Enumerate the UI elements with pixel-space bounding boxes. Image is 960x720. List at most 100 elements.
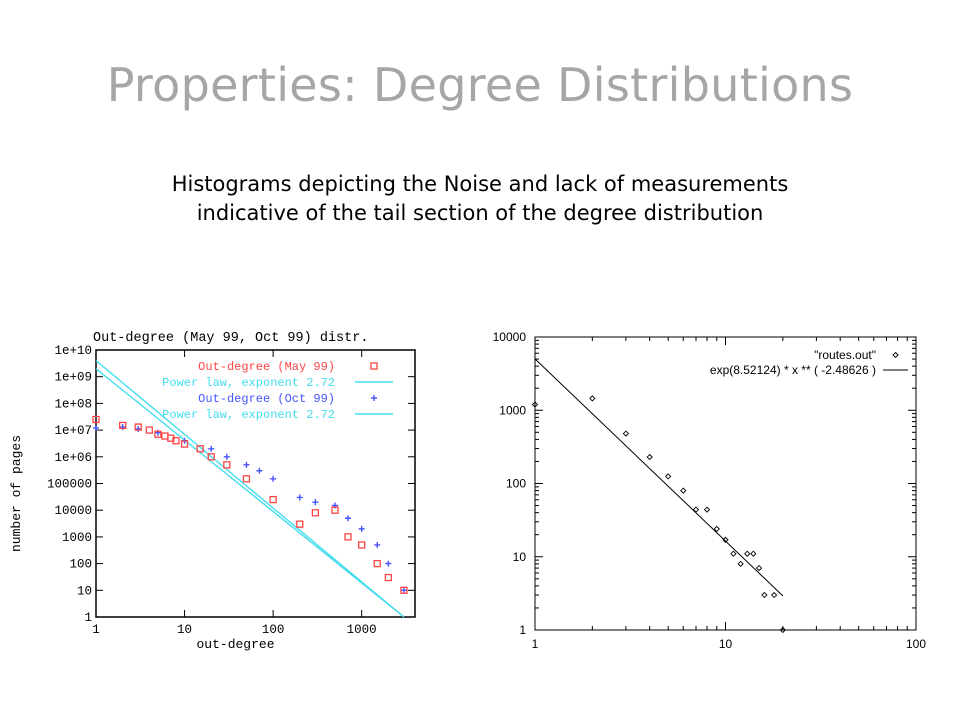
may-99-point	[331, 506, 339, 514]
y-tick-label: 1e+06	[54, 451, 92, 465]
y-axis-label: number of pages	[9, 435, 24, 552]
legend-label: Power law, exponent 2.72	[162, 376, 335, 390]
power-law-line	[95, 360, 405, 618]
y-tick-label: 1000	[62, 531, 92, 545]
x-axis-label: out-degree	[196, 637, 274, 652]
x-tick-label: 10	[719, 637, 733, 651]
y-tick-label: 100	[69, 558, 92, 572]
oct-99-point	[270, 475, 277, 482]
subtitle-line-1: Histograms depicting the Noise and lack …	[171, 172, 789, 196]
oct-99-point	[208, 445, 215, 452]
legend-square-marker	[370, 362, 378, 370]
may-99-point	[92, 415, 100, 424]
legend-plus-marker	[371, 395, 377, 401]
x-tick-label: 1	[92, 623, 100, 637]
may-99-point	[154, 430, 162, 438]
legend-label: Power law, exponent 2.72	[162, 408, 335, 422]
y-tick-label: 1e+09	[54, 371, 92, 385]
y-tick-label: 10000	[493, 330, 527, 344]
routes-chart: 1 10 100 1000 10000 1 10 100 "routes.out" exp(8.5…	[478, 322, 940, 661]
oct-99-point	[243, 461, 250, 468]
chart-title: Out-degree (May 99, Oct 99) distr.	[93, 331, 368, 346]
oct-99-point	[374, 541, 381, 548]
may-99-point	[119, 421, 127, 430]
subtitle-line-2: indicative of the tail section of the de…	[196, 201, 764, 225]
oct-99-point	[135, 425, 142, 432]
y-tick-label: 1000	[499, 403, 526, 417]
routes-point	[692, 506, 700, 513]
oct-99-point	[119, 424, 126, 431]
routes-chart-svg: 1 10 100 1000 10000 1 10 100 "routes.out"exp(8.5…	[493, 330, 927, 651]
plot-frame	[95, 349, 416, 618]
out-degree-chart: Out-degree (May 99, Oct 99) distr. 1 10 100…	[5, 320, 445, 667]
y-tick-label: 1e+07	[54, 424, 92, 438]
oct-99-point	[296, 494, 303, 501]
oct-99-point	[312, 499, 319, 506]
y-tick-label: 1	[519, 623, 526, 637]
routes-point	[665, 473, 672, 480]
routes-point	[730, 550, 737, 557]
legend-label: Out-degree (May 99)	[198, 360, 335, 374]
x-tick-label: 100	[262, 623, 285, 637]
y-tick-label: 10	[513, 550, 527, 564]
may-99-point	[358, 541, 366, 549]
legend-diamond-marker	[892, 351, 899, 359]
routes-point	[589, 395, 596, 402]
oct-99-point	[93, 424, 99, 431]
y-tick-label: 1e+08	[54, 397, 92, 411]
plot-frame	[534, 336, 917, 631]
out-degree-chart-svg: Out-degree (May 99, Oct 99) distr. 1 10 100…	[9, 331, 416, 652]
y-tick-label: 100000	[47, 478, 92, 492]
routes-point	[622, 430, 630, 437]
power-law-line	[95, 368, 405, 618]
x-tick-label: 10	[177, 623, 192, 637]
routes-point	[680, 487, 687, 494]
may-99-point	[373, 559, 381, 568]
y-tick-label: 1	[84, 611, 92, 625]
x-tick-label: 1	[532, 637, 539, 651]
routes-point	[713, 525, 720, 533]
may-99-point	[180, 440, 189, 448]
routes-point	[744, 550, 751, 557]
may-99-point	[296, 520, 304, 528]
oct-99-point	[256, 467, 263, 474]
routes-point	[722, 536, 729, 544]
oct-99-point	[385, 560, 392, 567]
may-99-point	[172, 437, 180, 445]
oct-99-point	[358, 525, 365, 532]
may-99-point	[196, 445, 204, 453]
may-99-point	[311, 509, 320, 517]
y-tick-label: 10	[77, 584, 92, 598]
oct-99-point	[400, 587, 407, 594]
y-tick-label: 10000	[54, 504, 92, 518]
may-99-point	[344, 533, 352, 541]
oct-99-point	[223, 453, 230, 460]
may-99-point	[134, 423, 142, 431]
may-99-point	[223, 461, 231, 469]
fit-line	[534, 358, 784, 597]
may-99-point	[207, 453, 215, 461]
routes-point	[770, 591, 778, 599]
oct-99-point	[344, 515, 351, 522]
y-tick-label: 100	[506, 477, 526, 491]
legend-label: "routes.out"	[814, 348, 876, 362]
routes-point	[779, 626, 786, 634]
may-99-point	[161, 432, 169, 440]
routes-point	[750, 550, 757, 557]
routes-point	[755, 564, 763, 572]
routes-point	[703, 506, 711, 513]
routes-point	[646, 453, 653, 461]
routes-point	[531, 401, 539, 408]
routes-point	[761, 591, 768, 599]
may-99-point	[242, 475, 251, 483]
routes-point	[737, 560, 744, 567]
may-99-point	[145, 426, 153, 434]
slide-subtitle: Histograms depicting the Noise and lack …	[0, 170, 960, 228]
legend-label: exp(8.52124) * x ** ( -2.48626 )	[710, 363, 876, 377]
may-99-point	[400, 586, 408, 594]
slide-title: Properties: Degree Distributions	[106, 58, 854, 112]
may-99-point	[384, 573, 392, 582]
x-tick-label: 1000	[347, 623, 377, 637]
x-tick-label: 100	[906, 637, 926, 651]
may-99-point	[269, 495, 277, 504]
